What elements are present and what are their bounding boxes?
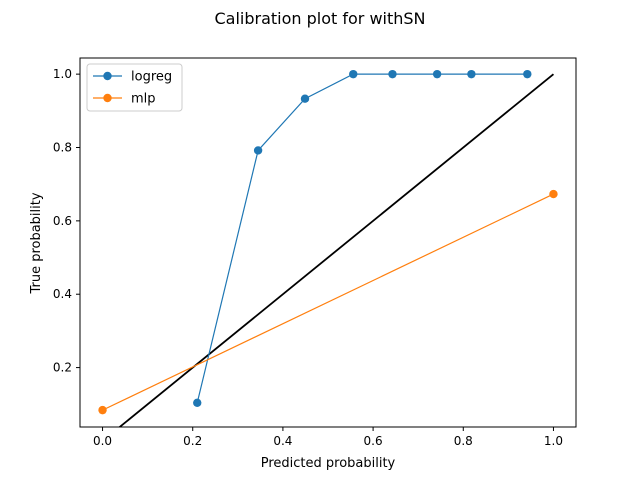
chart-title: Calibration plot for withSN xyxy=(214,9,425,28)
plot-frame xyxy=(79,57,577,428)
x-tick-label: 0.2 xyxy=(183,434,202,448)
y-tick-label: 0.8 xyxy=(53,140,72,154)
y-tick-label: 0.6 xyxy=(53,214,72,228)
y-axis-ticks: 0.2 0.4 0.6 0.8 1.0 xyxy=(53,67,80,375)
data-point-logreg xyxy=(388,69,397,79)
y-axis-label: True probability xyxy=(29,192,44,294)
x-tick-label: 1.0 xyxy=(544,434,563,448)
x-tick-label: 0.4 xyxy=(273,434,292,448)
legend: logreg mlp xyxy=(86,63,183,112)
data-point-logreg xyxy=(253,146,263,155)
data-point-logreg xyxy=(467,69,476,79)
legend-label-mlp: mlp xyxy=(131,92,156,107)
x-tick-label: 0.6 xyxy=(364,434,383,448)
x-tick-label: 0.8 xyxy=(454,434,473,448)
y-tick-label: 0.2 xyxy=(53,361,72,375)
x-tick-label: 0.0 xyxy=(93,434,112,448)
series-line-mlp xyxy=(102,193,554,411)
data-point-mlp xyxy=(98,405,107,415)
series-line-logreg xyxy=(196,73,528,403)
data-point-logreg xyxy=(432,69,442,79)
legend-marker-mlp xyxy=(103,93,112,103)
data-point-logreg xyxy=(300,94,310,103)
x-axis-label: Predicted probability xyxy=(261,456,396,471)
data-point-mlp xyxy=(549,189,558,199)
y-tick-label: 0.4 xyxy=(53,287,72,301)
perfect-calibration-line xyxy=(118,73,555,427)
data-point-logreg xyxy=(193,398,202,407)
data-point-logreg xyxy=(523,69,532,79)
legend-marker-logreg xyxy=(103,71,112,81)
data-point-logreg xyxy=(349,69,358,79)
plot-layer xyxy=(98,69,558,427)
x-axis-ticks: 0.0 0.2 0.4 0.6 0.8 1.0 xyxy=(93,427,563,448)
y-tick-label: 1.0 xyxy=(53,67,72,81)
legend-label-logreg: logreg xyxy=(131,70,172,85)
